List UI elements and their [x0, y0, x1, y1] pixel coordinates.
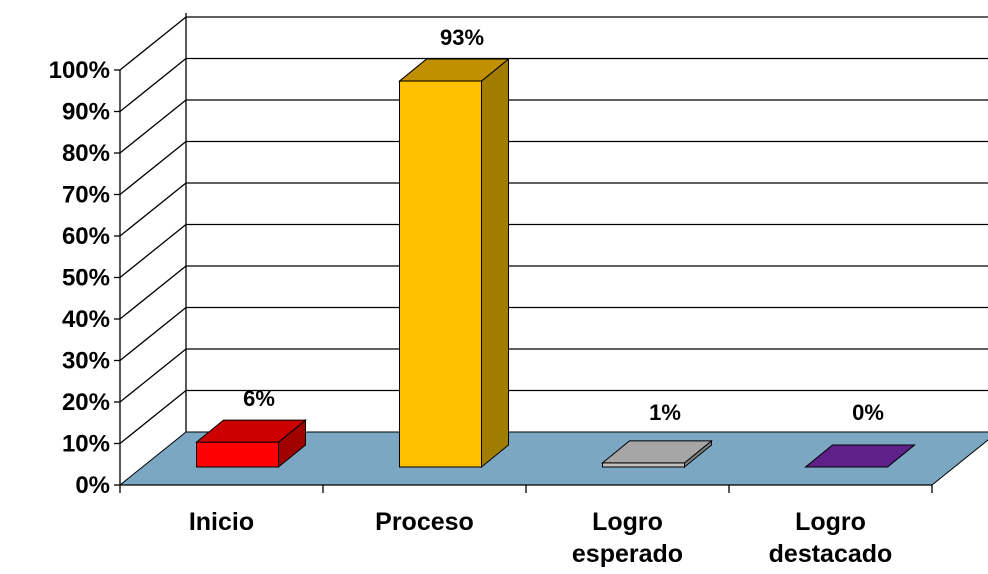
gridline-wall	[119, 223, 187, 279]
bar-top	[195, 419, 307, 443]
gridline-wall	[119, 99, 187, 154]
x-tick-label: esperado	[572, 540, 683, 568]
data-label: 0%	[852, 400, 884, 425]
bar-top	[398, 58, 510, 82]
data-label: 93%	[440, 25, 484, 50]
gridlines	[114, 13, 988, 493]
gridline-wall	[119, 389, 187, 445]
x-tick-label: Proceso	[375, 508, 474, 536]
y-tick-label: 60%	[62, 223, 110, 250]
bar-front	[602, 462, 685, 468]
y-tick-label: 40%	[62, 306, 110, 333]
bar-top	[601, 440, 713, 464]
y-tick-label: 0%	[75, 472, 110, 499]
y-tick-label: 50%	[62, 265, 110, 292]
y-tick-label: 10%	[62, 431, 110, 458]
labels: 0% 10% 20% 30% 40% 50% 60% 70% 80% 90% 100% 6% Inici…	[49, 25, 893, 568]
gridline-wall	[119, 57, 187, 113]
gridline-wall	[119, 140, 187, 196]
data-label: 1%	[649, 400, 681, 425]
bar-front	[399, 80, 482, 468]
bar-side	[481, 57, 509, 469]
gridline-wall	[119, 182, 187, 237]
gridline-wall	[119, 16, 187, 71]
bar-0	[195, 419, 307, 469]
y-tick-label: 20%	[62, 389, 110, 416]
bar-top	[804, 444, 916, 468]
bar-1	[398, 57, 510, 469]
x-tick-label: Inicio	[189, 508, 254, 536]
data-label: 6%	[243, 386, 275, 411]
x-tick-label: Logro	[795, 508, 866, 536]
y-tick-label: 80%	[62, 140, 110, 167]
y-tick-label: 100%	[49, 57, 110, 84]
y-tick-label: 30%	[62, 348, 110, 375]
x-tick-label: Logro	[592, 508, 663, 536]
gridline-wall	[119, 265, 187, 320]
gridline-wall	[119, 348, 187, 403]
bar-2	[601, 439, 713, 469]
gridline-wall	[119, 306, 187, 362]
bar-3	[804, 444, 916, 468]
bar-front	[196, 441, 279, 468]
y-tick-label: 70%	[62, 182, 110, 209]
y-tick-label: 90%	[62, 99, 110, 126]
bars	[195, 57, 916, 469]
x-tick-label: destacado	[769, 540, 893, 568]
